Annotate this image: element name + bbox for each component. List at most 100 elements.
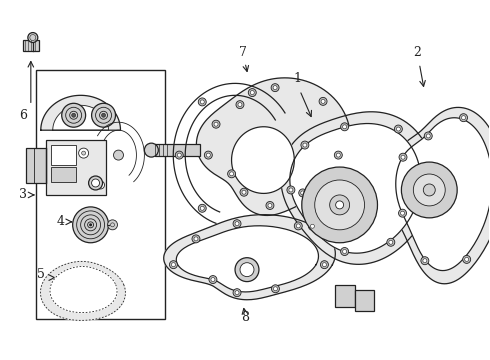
Circle shape bbox=[294, 222, 302, 230]
Circle shape bbox=[97, 181, 104, 189]
Circle shape bbox=[400, 211, 405, 215]
Circle shape bbox=[145, 143, 158, 157]
Circle shape bbox=[101, 113, 105, 117]
Circle shape bbox=[73, 207, 108, 243]
Circle shape bbox=[238, 103, 242, 107]
Circle shape bbox=[389, 240, 393, 244]
Text: 8: 8 bbox=[241, 311, 249, 324]
Circle shape bbox=[240, 188, 248, 196]
Circle shape bbox=[311, 224, 315, 228]
Circle shape bbox=[96, 107, 112, 123]
Circle shape bbox=[336, 153, 340, 157]
Circle shape bbox=[321, 99, 325, 103]
Circle shape bbox=[423, 259, 427, 263]
Circle shape bbox=[235, 258, 259, 282]
Bar bbox=[335, 285, 355, 306]
Circle shape bbox=[211, 278, 215, 282]
Circle shape bbox=[235, 222, 239, 226]
Circle shape bbox=[399, 153, 407, 161]
Circle shape bbox=[299, 189, 307, 197]
Circle shape bbox=[419, 186, 428, 194]
Circle shape bbox=[424, 132, 432, 140]
Circle shape bbox=[271, 285, 279, 293]
Circle shape bbox=[170, 261, 177, 269]
Circle shape bbox=[250, 91, 254, 95]
Circle shape bbox=[192, 235, 200, 243]
Circle shape bbox=[198, 98, 206, 106]
Circle shape bbox=[177, 153, 181, 157]
Circle shape bbox=[30, 35, 36, 41]
Circle shape bbox=[322, 263, 326, 267]
Circle shape bbox=[198, 204, 206, 212]
Circle shape bbox=[273, 86, 277, 90]
Circle shape bbox=[289, 188, 293, 192]
Circle shape bbox=[209, 275, 217, 284]
Circle shape bbox=[230, 172, 234, 176]
Polygon shape bbox=[290, 123, 421, 253]
Circle shape bbox=[302, 167, 377, 243]
Bar bbox=[155, 144, 200, 156]
Text: 5: 5 bbox=[37, 268, 45, 281]
Polygon shape bbox=[176, 226, 318, 292]
Circle shape bbox=[463, 255, 471, 264]
Bar bbox=[355, 289, 374, 311]
Circle shape bbox=[341, 248, 348, 256]
Bar bbox=[23, 40, 39, 51]
Circle shape bbox=[240, 263, 254, 276]
Circle shape bbox=[89, 176, 102, 190]
Circle shape bbox=[89, 223, 92, 226]
Circle shape bbox=[462, 116, 466, 120]
Circle shape bbox=[301, 141, 309, 149]
Polygon shape bbox=[232, 127, 294, 193]
Circle shape bbox=[460, 114, 467, 122]
Circle shape bbox=[423, 184, 435, 196]
Text: 2: 2 bbox=[414, 46, 421, 59]
Circle shape bbox=[268, 203, 272, 207]
Circle shape bbox=[465, 257, 468, 261]
Circle shape bbox=[426, 134, 430, 138]
Circle shape bbox=[72, 113, 75, 117]
Circle shape bbox=[242, 190, 246, 194]
Circle shape bbox=[394, 125, 402, 133]
Circle shape bbox=[236, 101, 244, 109]
Circle shape bbox=[200, 100, 204, 104]
Circle shape bbox=[228, 170, 236, 178]
Circle shape bbox=[398, 209, 407, 217]
Polygon shape bbox=[396, 118, 490, 271]
Circle shape bbox=[303, 143, 307, 147]
Polygon shape bbox=[41, 261, 125, 320]
Circle shape bbox=[401, 162, 457, 218]
Circle shape bbox=[114, 150, 123, 160]
Polygon shape bbox=[389, 107, 490, 284]
Circle shape bbox=[107, 220, 118, 230]
Circle shape bbox=[66, 107, 82, 123]
Bar bbox=[46, 140, 105, 195]
Circle shape bbox=[421, 188, 426, 192]
Circle shape bbox=[271, 84, 279, 92]
Circle shape bbox=[200, 206, 204, 210]
Bar bbox=[51, 167, 75, 182]
Polygon shape bbox=[50, 266, 117, 312]
Circle shape bbox=[175, 151, 183, 159]
Bar bbox=[51, 145, 75, 165]
Circle shape bbox=[296, 224, 300, 228]
Circle shape bbox=[28, 32, 38, 42]
Circle shape bbox=[99, 111, 107, 119]
Circle shape bbox=[387, 238, 395, 246]
Polygon shape bbox=[41, 95, 121, 130]
Circle shape bbox=[70, 111, 77, 119]
Circle shape bbox=[233, 220, 241, 228]
Bar bbox=[36, 71, 165, 319]
Circle shape bbox=[194, 237, 198, 241]
Circle shape bbox=[78, 148, 89, 158]
Circle shape bbox=[336, 201, 343, 209]
Text: 3: 3 bbox=[19, 188, 27, 202]
Circle shape bbox=[82, 151, 86, 155]
Circle shape bbox=[320, 261, 328, 269]
Polygon shape bbox=[281, 112, 433, 264]
Circle shape bbox=[343, 249, 346, 253]
Circle shape bbox=[172, 263, 175, 267]
Circle shape bbox=[319, 98, 327, 105]
Circle shape bbox=[206, 153, 210, 157]
Circle shape bbox=[301, 191, 305, 195]
